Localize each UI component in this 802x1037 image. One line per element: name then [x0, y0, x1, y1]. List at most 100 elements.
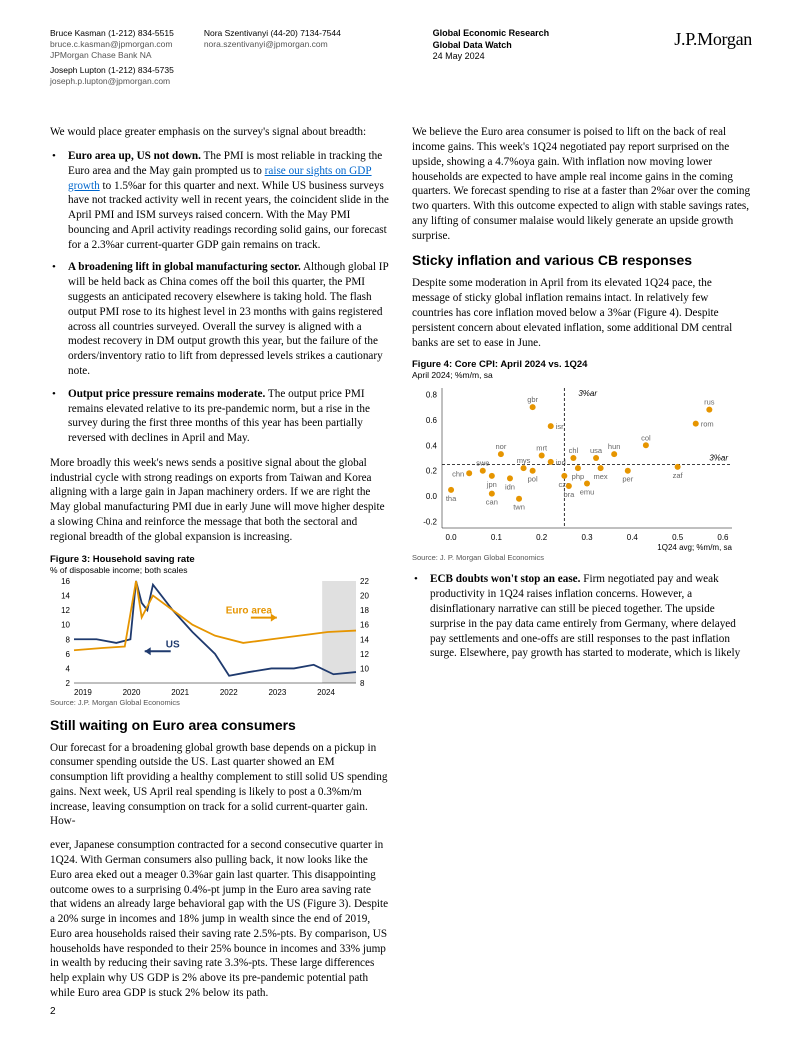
svg-text:14: 14	[360, 635, 369, 644]
bullet-lead: Euro area up, US not down.	[68, 150, 201, 162]
svg-text:ind: ind	[556, 458, 566, 467]
body-para: We believe the Euro area consumer is poi…	[412, 125, 752, 243]
author-name: Joseph Lupton (1-212) 834-5735	[50, 65, 174, 76]
line-chart-svg: 2468101214168101214161820222019202020212…	[50, 577, 380, 697]
svg-text:3%ar: 3%ar	[709, 454, 728, 463]
svg-text:php: php	[572, 473, 585, 482]
svg-text:US: US	[166, 639, 180, 650]
svg-text:2019: 2019	[74, 688, 92, 697]
body-para: Our forecast for a broadening global gro…	[50, 741, 390, 830]
svg-text:0.2: 0.2	[426, 467, 438, 476]
section-heading-euro: Still waiting on Euro area consumers	[50, 717, 390, 733]
svg-text:pol: pol	[528, 475, 538, 484]
fig-title: Figure 4: Core CPI: April 2024 vs. 1Q24	[412, 359, 752, 370]
svg-text:chn: chn	[452, 470, 464, 479]
author-org: JPMorgan Chase Bank NA	[50, 50, 174, 61]
svg-text:2020: 2020	[123, 688, 141, 697]
author-col-2: Nora Szentivanyi (44-20) 7134-7544 nora.…	[204, 28, 341, 87]
body-para: More broadly this week's news sends a po…	[50, 456, 390, 545]
svg-text:isr: isr	[556, 423, 564, 432]
bullet-text2: to 1.5%ar for this quarter and next. Whi…	[68, 180, 389, 251]
svg-text:hun: hun	[608, 443, 621, 452]
bullet-text: Firm negotiated pay and weak productivit…	[430, 573, 740, 659]
pub-sub: Global Data Watch	[433, 40, 583, 52]
svg-text:2021: 2021	[171, 688, 189, 697]
svg-text:0.1: 0.1	[491, 533, 503, 542]
svg-text:20: 20	[360, 591, 369, 600]
svg-text:18: 18	[360, 606, 369, 615]
svg-text:gbr: gbr	[527, 395, 538, 404]
svg-text:3%ar: 3%ar	[578, 389, 597, 398]
svg-text:0.4: 0.4	[426, 442, 438, 451]
scatter-chart-svg: -0.20.00.20.40.60.80.00.10.20.30.40.50.6…	[412, 382, 742, 552]
section-heading-cb: Sticky inflation and various CB response…	[412, 252, 752, 268]
svg-text:0.6: 0.6	[717, 533, 729, 542]
author-email: bruce.c.kasman@jpmorgan.com	[50, 39, 174, 50]
svg-text:8: 8	[360, 679, 365, 688]
body-para: ever, Japanese consumption contracted fo…	[50, 838, 390, 1001]
svg-text:4: 4	[66, 664, 71, 673]
page-header: Bruce Kasman (1-212) 834-5515 bruce.c.ka…	[50, 28, 752, 87]
author-name: Nora Szentivanyi (44-20) 7134-7544	[204, 28, 341, 39]
svg-text:10: 10	[61, 620, 70, 629]
svg-text:rom: rom	[701, 420, 714, 429]
svg-text:10: 10	[360, 664, 369, 673]
svg-text:0.3: 0.3	[581, 533, 593, 542]
bullet-lead: Output price pressure remains moderate.	[68, 388, 265, 400]
fig-title: Figure 3: Household saving rate	[50, 554, 390, 565]
svg-text:per: per	[622, 475, 633, 484]
svg-text:Euro area: Euro area	[226, 605, 273, 616]
svg-text:col: col	[641, 434, 651, 443]
svg-text:mex: mex	[594, 473, 608, 482]
svg-text:jpn: jpn	[486, 480, 497, 489]
svg-text:idn: idn	[505, 483, 515, 492]
pub-date: 24 May 2024	[433, 51, 583, 63]
page-number: 2	[50, 1006, 56, 1017]
body-para: Despite some moderation in April from it…	[412, 276, 752, 350]
svg-text:zaf: zaf	[673, 471, 684, 480]
svg-text:2022: 2022	[220, 688, 238, 697]
svg-text:0.0: 0.0	[446, 533, 458, 542]
bullet-list-1: Euro area up, US not down. The PMI is mo…	[50, 149, 390, 446]
author-col-1: Bruce Kasman (1-212) 834-5515 bruce.c.ka…	[50, 28, 174, 87]
svg-text:can: can	[486, 498, 498, 507]
figure-4: Figure 4: Core CPI: April 2024 vs. 1Q24 …	[412, 359, 752, 562]
svg-text:emu: emu	[580, 488, 595, 497]
svg-text:tha: tha	[446, 494, 457, 503]
svg-text:2024: 2024	[317, 688, 335, 697]
bullet-list-2: ECB doubts won't stop an ease. Firm nego…	[412, 572, 752, 661]
svg-text:twn: twn	[513, 503, 525, 512]
svg-text:0.4: 0.4	[627, 533, 639, 542]
svg-text:1Q24 avg; %m/m, sa: 1Q24 avg; %m/m, sa	[657, 543, 732, 552]
svg-text:12: 12	[360, 649, 369, 658]
svg-text:12: 12	[61, 606, 70, 615]
fig-source: Source: J.P. Morgan Global Economics	[50, 698, 390, 707]
bullet-item: ECB doubts won't stop an ease. Firm nego…	[426, 572, 752, 661]
svg-text:0.2: 0.2	[536, 533, 548, 542]
svg-text:16: 16	[61, 577, 70, 586]
fig-source: Source: J. P. Morgan Global Economics	[412, 553, 752, 562]
svg-text:mrt: mrt	[536, 444, 548, 453]
bullet-lead: ECB doubts won't stop an ease.	[430, 573, 580, 585]
svg-text:0.8: 0.8	[426, 391, 438, 400]
svg-text:swe: swe	[476, 459, 489, 468]
svg-text:rus: rus	[704, 398, 715, 407]
author-email: nora.szentivanyi@jpmorgan.com	[204, 39, 341, 50]
fig4-chart: -0.20.00.20.40.60.80.00.10.20.30.40.50.6…	[412, 382, 752, 552]
bullet-item: A broadening lift in global manufacturin…	[64, 260, 390, 378]
bullet-lead: A broadening lift in global manufacturin…	[68, 261, 301, 273]
svg-text:2023: 2023	[268, 688, 286, 697]
bullet-text: Although global IP will be held back as …	[68, 261, 388, 376]
svg-text:16: 16	[360, 620, 369, 629]
svg-text:0.0: 0.0	[426, 493, 438, 502]
jpmorgan-logo: J.P.Morgan	[674, 28, 752, 87]
svg-text:14: 14	[61, 591, 70, 600]
intro-para: We would place greater emphasis on the s…	[50, 125, 390, 140]
svg-text:0.5: 0.5	[672, 533, 684, 542]
fig-subtitle: % of disposable income; both scales	[50, 565, 390, 575]
pub-title: Global Economic Research	[433, 28, 583, 40]
svg-text:22: 22	[360, 577, 369, 586]
body-columns: We would place greater emphasis on the s…	[50, 125, 752, 1025]
fig-subtitle: April 2024; %m/m, sa	[412, 370, 752, 380]
publication-block: Global Economic Research Global Data Wat…	[433, 28, 583, 87]
